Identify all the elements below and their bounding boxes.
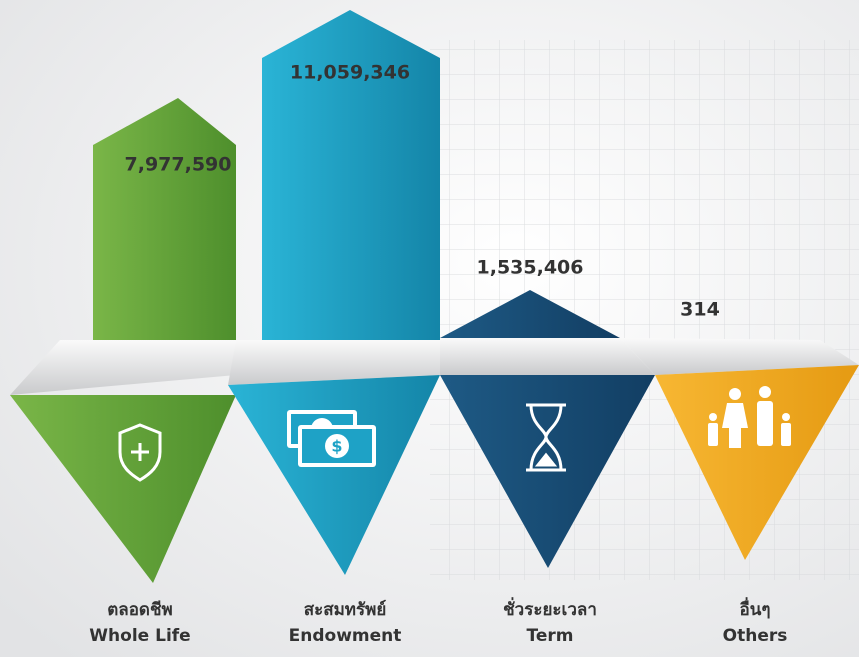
triangle bbox=[655, 365, 859, 560]
label-en: Term bbox=[527, 626, 574, 646]
label-th: สะสมทรัพย์ bbox=[304, 599, 387, 620]
triangle bbox=[228, 375, 440, 575]
label-en: Others bbox=[723, 626, 788, 646]
cap bbox=[620, 338, 859, 375]
cap bbox=[10, 340, 236, 395]
column bbox=[262, 10, 440, 340]
value-label: 11,059,346 bbox=[290, 62, 410, 84]
label-th: อื่นๆ bbox=[740, 597, 771, 620]
family-icon bbox=[708, 386, 791, 448]
cap bbox=[228, 340, 440, 385]
column bbox=[93, 98, 236, 340]
label-th: ชั่วระยะเวลา bbox=[503, 597, 597, 620]
label-th: ตลอดชีพ bbox=[107, 599, 172, 620]
cap bbox=[440, 338, 655, 375]
shield-icon bbox=[118, 423, 162, 482]
column bbox=[440, 290, 620, 338]
value-label: 314 bbox=[680, 299, 720, 321]
triangle bbox=[10, 395, 236, 583]
value-label: 1,535,406 bbox=[477, 257, 584, 279]
money-icon: $ bbox=[287, 410, 376, 467]
hourglass-icon bbox=[526, 403, 566, 472]
label-en: Whole Life bbox=[89, 626, 190, 646]
svg-text:$: $ bbox=[331, 437, 342, 456]
label-en: Endowment bbox=[289, 626, 402, 646]
value-label: 7,977,590 bbox=[125, 154, 232, 176]
